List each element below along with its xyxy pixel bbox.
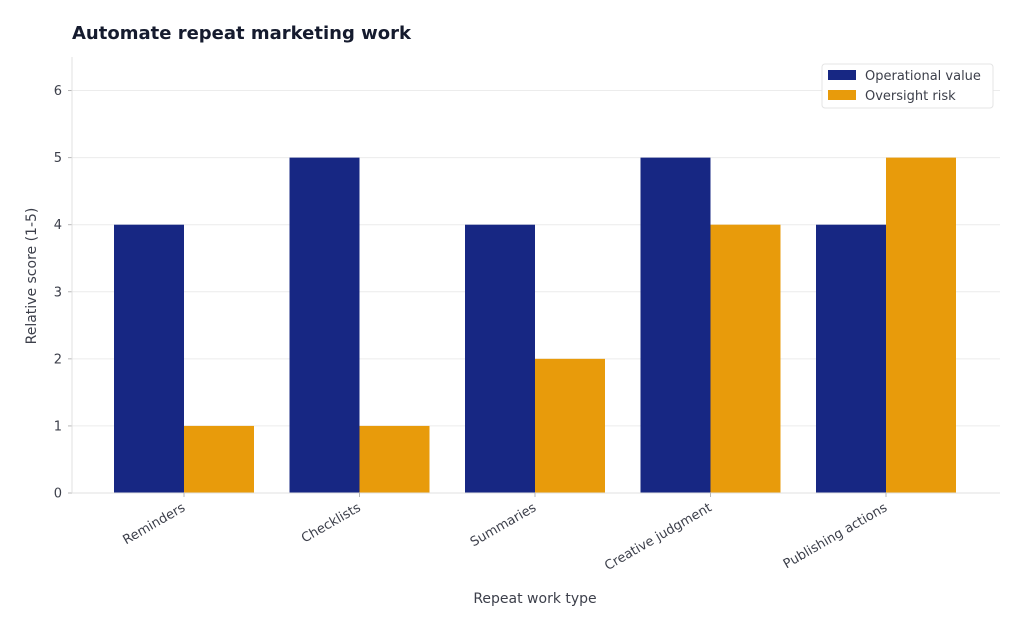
- y-tick-label: 1: [54, 419, 62, 434]
- bar-oversight-risk-reminders: [184, 425, 254, 493]
- x-tick-label: Checklists: [299, 500, 364, 546]
- x-tick-label: Publishing actions: [781, 500, 890, 572]
- legend-swatch: [828, 70, 856, 80]
- x-axis-label: Repeat work type: [473, 591, 596, 607]
- bar-oversight-risk-checklists: [359, 425, 430, 493]
- y-tick-label: 3: [54, 285, 62, 300]
- bars: [114, 157, 956, 493]
- chart-title: Automate repeat marketing work: [72, 23, 412, 44]
- y-tick-label: 6: [54, 84, 62, 99]
- legend-label: Oversight risk: [865, 89, 956, 104]
- bar-oversight-risk-summaries: [535, 358, 605, 493]
- axes: [68, 57, 1000, 497]
- bar-operational-value-checklists: [289, 157, 360, 493]
- legend-swatch: [828, 90, 856, 100]
- bar-oversight-risk-publishing-actions: [886, 157, 956, 493]
- y-tick-label: 2: [54, 352, 62, 367]
- bar-operational-value-summaries: [465, 224, 535, 493]
- y-tick-labels: 0 1 2 3 4 5 6: [54, 84, 62, 501]
- y-tick-label: 4: [54, 218, 62, 233]
- legend-box: [821, 63, 994, 109]
- y-axis-label: Relative score (1-5): [24, 208, 40, 345]
- x-tick-label: Summaries: [468, 500, 539, 550]
- bar-oversight-risk-creative-judgment: [710, 224, 781, 493]
- y-tick-label: 0: [54, 487, 62, 502]
- y-tick-label: 5: [54, 151, 62, 166]
- legend: Operational value Oversight risk: [821, 63, 994, 109]
- x-tick-label: Creative judgment: [602, 500, 714, 573]
- x-tick-labels: Reminders Checklists Summaries Creative jud…: [120, 500, 890, 574]
- bar-operational-value-creative-judgment: [640, 157, 711, 493]
- bar-operational-value-publishing-actions: [816, 224, 886, 493]
- bar-operational-value-reminders: [114, 224, 184, 493]
- x-tick-label: Reminders: [120, 500, 188, 548]
- legend-label: Operational value: [865, 69, 981, 84]
